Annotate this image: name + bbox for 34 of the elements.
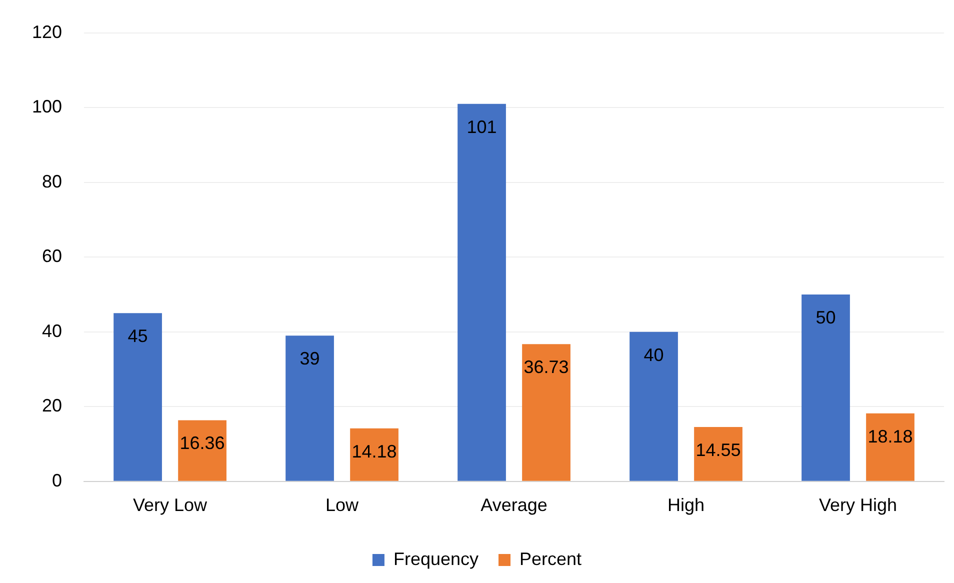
data-label: 14.55 — [696, 440, 741, 460]
bar — [694, 427, 742, 481]
data-label: 14.18 — [352, 441, 397, 462]
data-label: 39 — [300, 348, 320, 369]
legend-label: Percent — [520, 548, 582, 569]
y-tick-label: 80 — [42, 171, 62, 192]
bar — [802, 294, 850, 481]
x-tick-label: High — [667, 495, 705, 516]
bar — [866, 413, 914, 481]
x-tick-label: Average — [480, 495, 548, 516]
y-tick-label: 60 — [42, 246, 62, 266]
data-label: 40 — [644, 344, 664, 365]
data-label: 50 — [816, 307, 836, 328]
y-tick-label: 20 — [42, 396, 62, 416]
bar — [458, 104, 506, 481]
bar — [286, 336, 334, 481]
x-tick-label: Low — [326, 495, 360, 516]
data-label: 16.36 — [180, 433, 225, 454]
bar — [630, 332, 678, 481]
y-tick-label: 40 — [42, 320, 62, 341]
y-tick-label: 0 — [52, 470, 62, 490]
data-label: 45 — [128, 326, 148, 346]
x-tick-label: Very High — [818, 495, 898, 516]
bar — [114, 313, 162, 481]
data-label: 101 — [466, 116, 497, 137]
legend-label: Frequency — [393, 548, 479, 569]
data-label: 36.73 — [524, 357, 569, 378]
y-tick-label: 100 — [32, 96, 62, 117]
bar — [350, 428, 398, 481]
bar — [522, 344, 570, 481]
bar — [178, 420, 226, 481]
x-tick-label: Very Low — [133, 495, 208, 516]
y-tick-label: 120 — [32, 22, 62, 42]
data-label: 18.18 — [868, 426, 913, 446]
